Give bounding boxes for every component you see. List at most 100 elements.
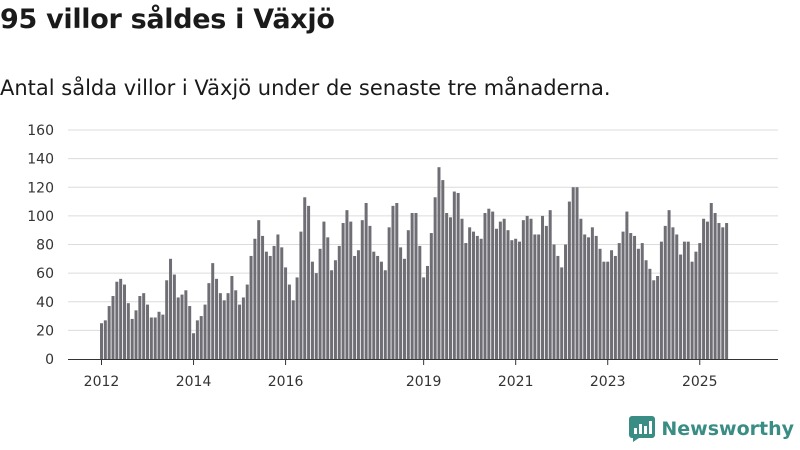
y-tick-label: 160 xyxy=(27,123,54,139)
bar xyxy=(199,316,203,359)
bar xyxy=(644,260,648,359)
bar xyxy=(521,220,525,359)
bar xyxy=(130,318,134,359)
bar xyxy=(379,261,383,359)
bar xyxy=(172,274,176,359)
bar xyxy=(126,303,130,359)
bar xyxy=(709,202,713,359)
bar xyxy=(671,227,675,359)
bar xyxy=(713,213,717,359)
bar xyxy=(264,251,268,359)
bar xyxy=(548,210,552,359)
newsworthy-logo-icon xyxy=(629,416,656,442)
y-tick-label: 20 xyxy=(36,323,54,339)
bar xyxy=(606,261,610,359)
bar xyxy=(310,261,314,359)
bar xyxy=(686,241,690,359)
bar xyxy=(621,231,625,359)
bar xyxy=(142,293,146,359)
bar xyxy=(207,283,211,359)
bar xyxy=(448,217,452,359)
bar xyxy=(107,306,111,359)
bar xyxy=(575,187,579,359)
bar xyxy=(529,218,533,359)
bar xyxy=(579,218,583,359)
bar xyxy=(149,317,153,359)
y-tick-label: 120 xyxy=(27,180,54,196)
chart-subtitle: Antal sålda villor i Växjö under de sena… xyxy=(0,76,611,100)
bar xyxy=(495,228,498,359)
newsworthy-brand: Newsworthy xyxy=(629,416,794,442)
bar xyxy=(648,268,652,359)
bar xyxy=(249,255,253,359)
bars xyxy=(100,167,729,360)
y-tick-label: 40 xyxy=(36,295,54,311)
bar xyxy=(303,197,307,359)
bar xyxy=(153,317,157,359)
bar xyxy=(376,255,380,359)
bar xyxy=(694,251,698,359)
bar xyxy=(717,223,721,359)
x-tick-label: 2021 xyxy=(498,374,534,390)
bar xyxy=(318,248,322,359)
y-axis-tick-labels: 0 20 40 60 80 100 120 140 160 xyxy=(27,123,54,368)
bar xyxy=(195,320,199,359)
bar xyxy=(690,261,694,359)
bar xyxy=(425,265,429,359)
bar xyxy=(180,294,184,359)
bar xyxy=(445,213,449,359)
bar xyxy=(510,240,514,359)
y-tick-label: 100 xyxy=(27,209,54,225)
bar xyxy=(241,297,245,359)
highlight-value-label: 95 xyxy=(732,110,750,114)
bar xyxy=(629,233,633,359)
bar xyxy=(429,233,433,359)
bar xyxy=(184,290,188,359)
bar xyxy=(284,267,288,359)
y-tick-label: 60 xyxy=(36,266,54,282)
bar xyxy=(537,234,541,359)
bar xyxy=(502,218,506,359)
bar xyxy=(610,250,614,359)
y-tick-label: 0 xyxy=(45,352,54,368)
bar xyxy=(215,278,219,359)
bar xyxy=(115,281,119,359)
bar xyxy=(238,304,242,359)
bar xyxy=(652,280,656,359)
bar xyxy=(705,221,709,359)
bar xyxy=(441,180,445,359)
bar xyxy=(287,284,291,359)
bar xyxy=(119,278,123,359)
bar xyxy=(307,205,311,359)
bar xyxy=(134,310,138,359)
bar xyxy=(169,258,173,359)
bar xyxy=(353,255,357,359)
bar xyxy=(314,273,318,360)
y-tick-label: 80 xyxy=(36,238,54,254)
bar xyxy=(218,293,222,359)
chart-title: 95 villor såldes i Växjö xyxy=(0,4,335,35)
bar xyxy=(341,223,345,359)
bar xyxy=(498,221,502,359)
bar xyxy=(123,284,127,359)
bar xyxy=(598,248,602,359)
bar xyxy=(291,300,295,359)
bar xyxy=(422,277,426,359)
bar xyxy=(360,220,364,359)
bar xyxy=(617,243,621,359)
bar xyxy=(268,255,272,359)
bar xyxy=(479,238,483,359)
bar xyxy=(261,235,265,359)
bar xyxy=(556,255,560,359)
bar xyxy=(541,215,545,360)
y-tick-label: 140 xyxy=(27,152,54,168)
bar xyxy=(100,323,103,359)
bar xyxy=(111,296,115,359)
bar xyxy=(468,227,472,359)
bar xyxy=(659,241,663,359)
bar xyxy=(414,213,418,359)
bar xyxy=(326,237,330,359)
bar xyxy=(157,311,161,359)
bar xyxy=(368,225,372,359)
bar xyxy=(203,304,207,359)
